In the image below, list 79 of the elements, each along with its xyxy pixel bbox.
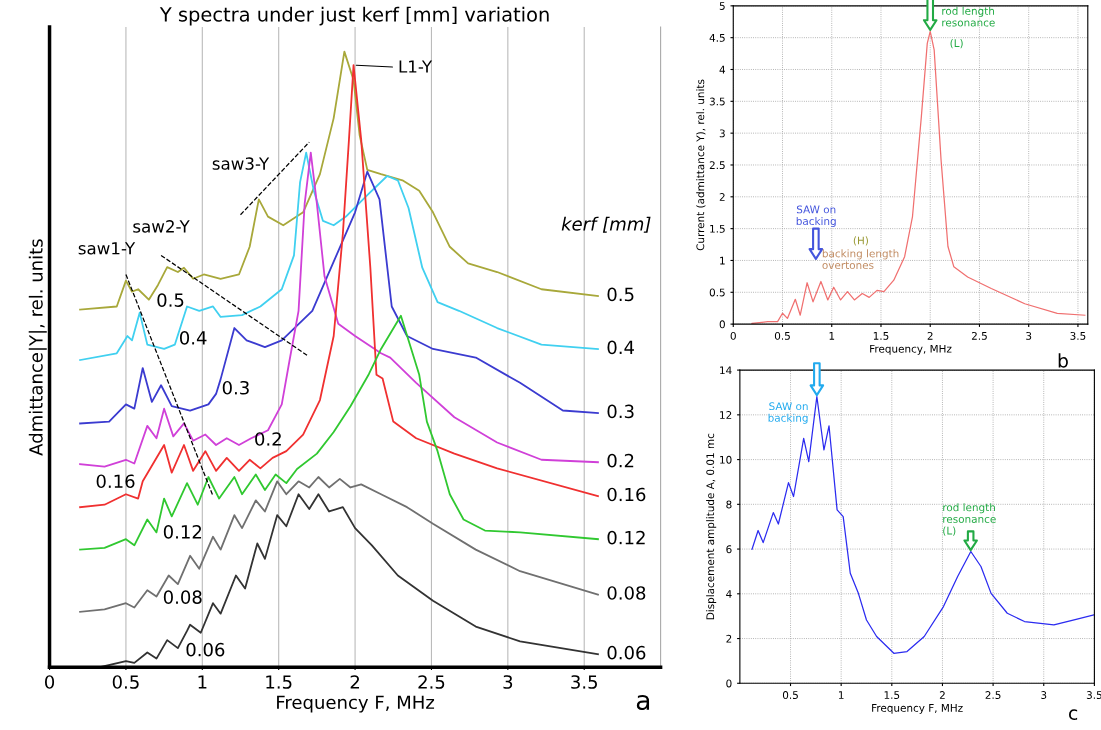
annotation: L1-Y (399, 60, 433, 73)
series-label: 0.08 (163, 590, 202, 604)
y-tick-label: 10 (720, 455, 732, 464)
series-label: 0.3 (222, 380, 249, 395)
annotation: SAW on backing (768, 402, 808, 424)
text: c (1069, 709, 1078, 721)
y-tick-label: 3 (719, 129, 725, 138)
y-tick-label: 8 (726, 500, 732, 509)
annotation: (H) (853, 236, 868, 246)
x-tick-label: 2 (350, 675, 360, 689)
y-tick-label: 4 (719, 65, 726, 74)
x-axis-title: Frequency F, MHz (277, 695, 435, 713)
x-tick-label: 3 (1041, 691, 1047, 699)
text: a (636, 694, 650, 711)
x-axis-title: Frequency F, MHz (872, 704, 963, 714)
y-tick-label: 4 (726, 590, 732, 598)
line-series (751, 395, 1095, 654)
y-tick-label: 1.5 (710, 225, 725, 233)
x-tick-label: 2.5 (985, 691, 1001, 699)
x-tick-label: 1.5 (884, 691, 900, 699)
series-label: 0.4 (179, 331, 207, 345)
x-tick-label: 3 (1026, 331, 1032, 340)
text: b (1058, 353, 1068, 368)
annotation: 0.4 (607, 340, 634, 355)
x-tick-label: 2.5 (418, 675, 445, 689)
x-tick-label: 0.5 (774, 331, 790, 340)
y-tick-label: 12 (720, 411, 732, 419)
y-axis-title: Displacement amplitude A, 0.01 mc (706, 433, 717, 620)
x-tick-label: 1 (198, 675, 207, 689)
series-label: 0.2 (255, 432, 281, 446)
annotation: SAW on backing (796, 205, 836, 228)
x-tick-label: 1 (829, 332, 835, 340)
x-tick-label: 0.5 (782, 691, 798, 699)
annotation: backing length overtones (822, 249, 899, 270)
chart-title: Y spectra under just kerf [mm] variation (159, 6, 549, 26)
y-tick-label: 2.5 (709, 161, 725, 170)
annotation: 0.06 (607, 645, 646, 660)
annotation: (L) (950, 39, 963, 49)
y-tick-label: 5 (719, 2, 725, 10)
x-tick-label: 3.5 (571, 675, 597, 689)
y-tick-label: 1 (720, 256, 725, 265)
x-tick-label: 1.5 (266, 675, 292, 689)
x-tick-label: 1.5 (873, 332, 889, 340)
y-tick-label: 2 (726, 634, 732, 643)
y-tick-label: 14 (720, 366, 732, 375)
series-label: 0.12 (163, 525, 202, 539)
y-tick-label: 2 (719, 193, 725, 201)
series-label: 0.06 (186, 642, 225, 657)
x-tick-label: 0 (44, 675, 55, 689)
annotation: 0.2 (607, 453, 634, 468)
x-tick-label: 1 (838, 691, 844, 699)
x-axis-title: Frequency, MHz (870, 344, 952, 355)
x-tick-label: 2 (927, 331, 933, 340)
x-tick-label: 0.5 (112, 675, 139, 689)
y-axis-title: Current (admittance Y), rel. units (696, 79, 706, 251)
y-tick-label: 0 (719, 320, 725, 329)
y-tick-label: 4.5 (709, 34, 725, 42)
y-axis-title: Admittance|Y|, rel. units (28, 239, 47, 456)
x-tick-label: 2 (939, 691, 945, 699)
x-tick-label: 2.5 (971, 331, 987, 340)
series-label: 0.5 (157, 293, 184, 307)
y-tick-label: 6 (726, 545, 732, 554)
annotation: saw1-Y (78, 242, 136, 255)
x-tick-label: 3.5 (1070, 331, 1086, 340)
y-tick-label: 0.5 (709, 288, 725, 297)
annotation: rod length resonance (L) (943, 503, 996, 536)
annotation: saw2-Y (133, 220, 190, 233)
annotation: 0.3 (607, 404, 634, 419)
x-tick-label: 3.5 (1086, 691, 1101, 699)
y-tick-label: 3.5 (709, 97, 725, 106)
annotation: saw3-Y (212, 157, 270, 170)
annotation: 0.08 (607, 586, 646, 600)
annotation: rod length resonance (942, 6, 995, 27)
series-label: 0.16 (96, 474, 135, 489)
annotation: 0.12 (607, 530, 645, 545)
annotation: 0.5 (607, 287, 634, 302)
x-tick-label: 3 (503, 675, 513, 689)
annotation: kerf [mm] (561, 216, 651, 233)
annotation: 0.16 (607, 487, 646, 502)
